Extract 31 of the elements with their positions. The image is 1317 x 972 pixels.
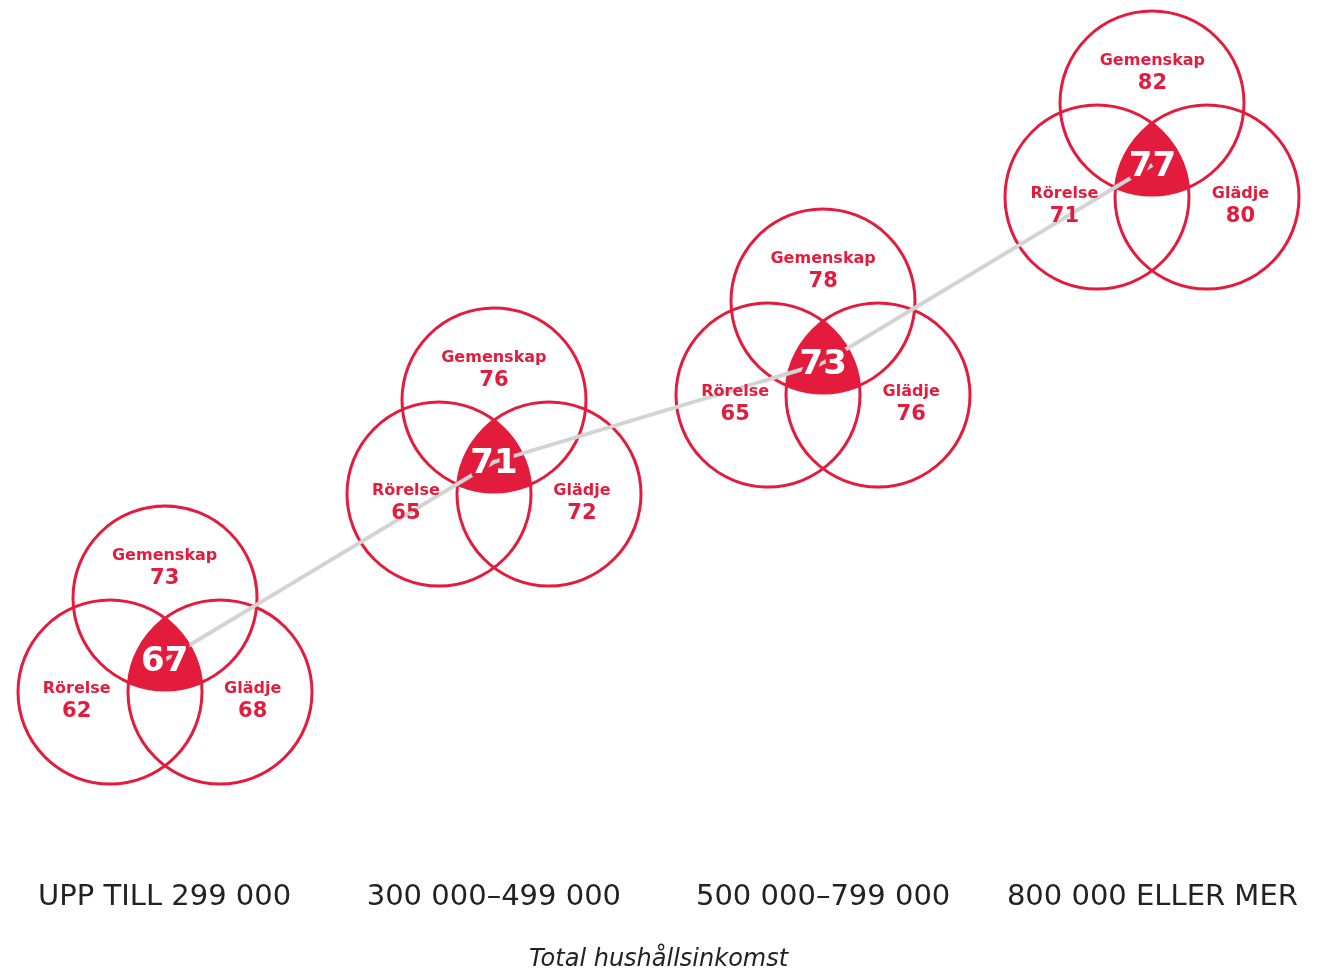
text: Total hushållsinkomst: [528, 943, 790, 972]
data-label: 82: [1137, 70, 1167, 95]
text: Glädje: [882, 381, 940, 401]
text: Rörelse: [701, 381, 770, 401]
text: Glädje: [1211, 183, 1269, 203]
data-label: 72: [567, 500, 597, 525]
data-label: 68: [238, 698, 268, 723]
data-label: 80: [1225, 203, 1255, 228]
category-label: 800 000 ELLER MER: [1006, 877, 1298, 912]
category-label: 500 000–799 000: [695, 877, 951, 912]
legend-label: Gemenskap: [111, 545, 218, 565]
data-label: 77: [1128, 143, 1177, 184]
data-label: 62: [62, 698, 92, 723]
text: Rörelse: [1030, 183, 1099, 203]
data-label: 65: [720, 401, 750, 426]
data-label: 76: [896, 401, 926, 426]
category-label: 300 000–499 000: [366, 877, 622, 912]
legend-label: Glädje: [224, 678, 282, 698]
text: Gemenskap: [770, 248, 876, 268]
legend-label: Rörelse: [42, 678, 111, 698]
category-label: UPP TILL 299 000: [38, 877, 292, 912]
data-label: 65: [391, 500, 421, 525]
data-label: 73: [150, 565, 180, 590]
data-label: 76: [479, 367, 509, 392]
text: Gemenskap: [1099, 50, 1206, 70]
text: Rörelse: [371, 480, 440, 500]
data-label: 67: [140, 638, 189, 679]
text: Glädje: [553, 480, 611, 500]
data-label: 78: [808, 268, 838, 293]
data-label: 71: [1049, 203, 1079, 228]
text: Gemenskap: [441, 347, 547, 367]
